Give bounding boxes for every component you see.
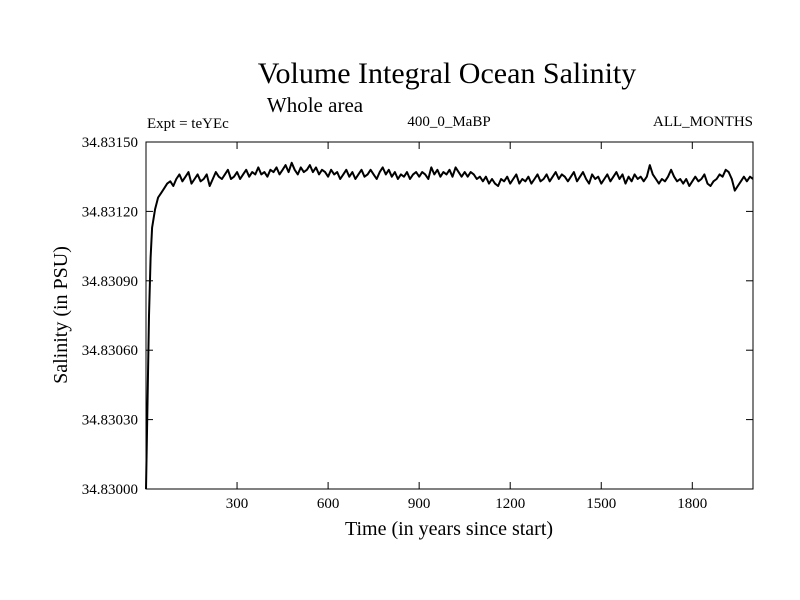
- y-tick-label: 34.83060: [82, 343, 138, 359]
- experiment-label: Expt = teYEc: [147, 116, 229, 132]
- y-axis-label: Salinity (in PSU): [50, 246, 72, 384]
- x-tick-label: 600: [317, 496, 340, 512]
- y-tick-label: 34.83090: [82, 274, 138, 290]
- y-tick-label: 34.83120: [82, 204, 138, 220]
- chart-subtitle: Whole area: [267, 93, 364, 117]
- y-tick-label: 34.83150: [82, 135, 138, 151]
- y-axis: 34.83000 34.83030 34.83060 34.83090 34.83120…: [82, 135, 753, 498]
- y-tick-label: 34.83030: [82, 413, 138, 429]
- y-tick-label: 34.83000: [82, 482, 138, 498]
- x-tick-label: 1200: [495, 496, 525, 512]
- x-tick-label: 1800: [677, 496, 707, 512]
- chart-title: Volume Integral Ocean Salinity: [258, 57, 637, 90]
- x-tick-label: 900: [408, 496, 431, 512]
- x-tick-label: 1500: [586, 496, 616, 512]
- x-axis: 300 600 900 1200 1500 1800: [226, 142, 707, 512]
- salinity-series-line: [145, 161, 754, 490]
- x-tick-label: 300: [226, 496, 249, 512]
- plot-frame: [145, 141, 754, 490]
- months-label: ALL_MONTHS: [653, 114, 753, 130]
- x-axis-label: Time (in years since start): [345, 518, 553, 540]
- period-label: 400_0_MaBP: [407, 114, 490, 130]
